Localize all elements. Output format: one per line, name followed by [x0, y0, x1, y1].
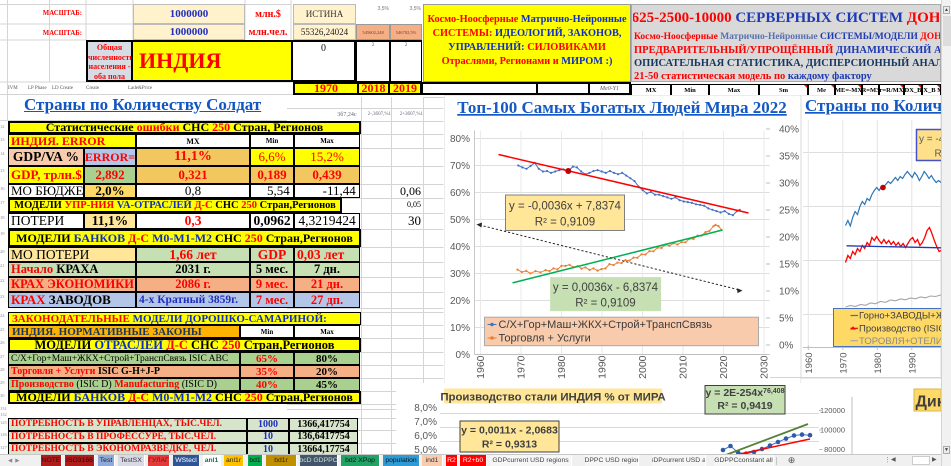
svg-text:10%: 10% — [779, 286, 799, 297]
svg-text:2020: 2020 — [718, 355, 730, 379]
svg-text:5%: 5% — [779, 313, 794, 324]
svg-text:2030: 2030 — [758, 355, 770, 379]
svg-text:20%: 20% — [449, 296, 469, 307]
svg-text:40%: 40% — [449, 242, 469, 253]
svg-text:1990: 1990 — [907, 352, 918, 373]
svg-text:50%: 50% — [449, 215, 469, 226]
svg-text:8,0%: 8,0% — [414, 403, 437, 414]
svg-text:2010: 2010 — [677, 355, 689, 379]
svg-text:60%: 60% — [449, 188, 469, 199]
svg-text:Горно+ЗАВОДЫ+ЖКХ+: Горно+ЗАВОДЫ+ЖКХ+ — [859, 310, 941, 321]
svg-text:Топ-100 Самых Богатых Людей Ми: Топ-100 Самых Богатых Людей Мира 2022 — [457, 98, 786, 117]
svg-text:20%: 20% — [779, 232, 799, 243]
svg-text:5,0%: 5,0% — [414, 445, 437, 454]
svg-text:70%: 70% — [449, 161, 469, 172]
svg-text:1980: 1980 — [872, 352, 883, 373]
svg-text:0%: 0% — [779, 340, 794, 351]
svg-text:80%: 80% — [449, 134, 469, 145]
svg-text:6,0%: 6,0% — [414, 431, 437, 442]
svg-text:R² = 0,9419: R² = 0,9419 — [717, 400, 772, 412]
svg-text:7,0%: 7,0% — [414, 417, 437, 428]
svg-text:35%: 35% — [779, 151, 799, 162]
svg-text:120000: 120000 — [820, 406, 845, 415]
svg-text:2000: 2000 — [637, 355, 649, 379]
svg-text:Производство (ISIC D): Производство (ISIC D) — [859, 323, 941, 334]
svg-text:y = -4: y = -4 — [919, 134, 941, 145]
svg-text:R² =: R² = — [934, 148, 941, 159]
svg-text:R² = 0,9109: R² = 0,9109 — [575, 297, 635, 309]
svg-text:100000: 100000 — [820, 425, 845, 434]
svg-text:ТОРОВЛЯ+ОТЕЛИ+РЕС: ТОРОВЛЯ+ОТЕЛИ+РЕС — [859, 335, 941, 346]
svg-text:y = 0,0011x - 2,0683: y = 0,0011x - 2,0683 — [461, 425, 558, 437]
svg-text:y = -0,0036x + 7,8374: y = -0,0036x + 7,8374 — [509, 200, 621, 212]
svg-text:1960: 1960 — [475, 355, 487, 379]
svg-text:С/Х+Гор+Маш+ЖКХ+Строй+ТранспСв: С/Х+Гор+Маш+ЖКХ+Строй+ТранспСвязь — [498, 319, 712, 331]
svg-text:80000: 80000 — [824, 445, 845, 454]
svg-text:30%: 30% — [449, 269, 469, 280]
svg-text:10%: 10% — [449, 323, 469, 334]
svg-text:Страны по Количе: Страны по Количе — [805, 96, 941, 115]
svg-text:R² = 0,9313: R² = 0,9313 — [482, 439, 537, 451]
svg-text:1990: 1990 — [596, 355, 608, 379]
svg-text:R² = 0,9109: R² = 0,9109 — [534, 216, 594, 228]
svg-text:1980: 1980 — [556, 355, 568, 379]
svg-text:1970: 1970 — [515, 355, 527, 379]
svg-text:1970: 1970 — [838, 352, 849, 373]
svg-text:1960: 1960 — [803, 352, 814, 373]
svg-text:15%: 15% — [779, 259, 799, 270]
svg-text:Торговля + Услуги: Торговля + Услуги — [498, 332, 590, 344]
svg-text:25%: 25% — [779, 205, 799, 216]
svg-text:30%: 30% — [779, 178, 799, 189]
svg-text:0%: 0% — [455, 350, 470, 361]
svg-text:Дин: Дин — [916, 393, 942, 410]
svg-text:y = 0,0036x - 6,8374: y = 0,0036x - 6,8374 — [552, 282, 658, 294]
svg-text:40%: 40% — [779, 124, 799, 135]
svg-text:Производство стали ИНДИЯ % от: Производство стали ИНДИЯ % от МИРА — [440, 392, 665, 404]
